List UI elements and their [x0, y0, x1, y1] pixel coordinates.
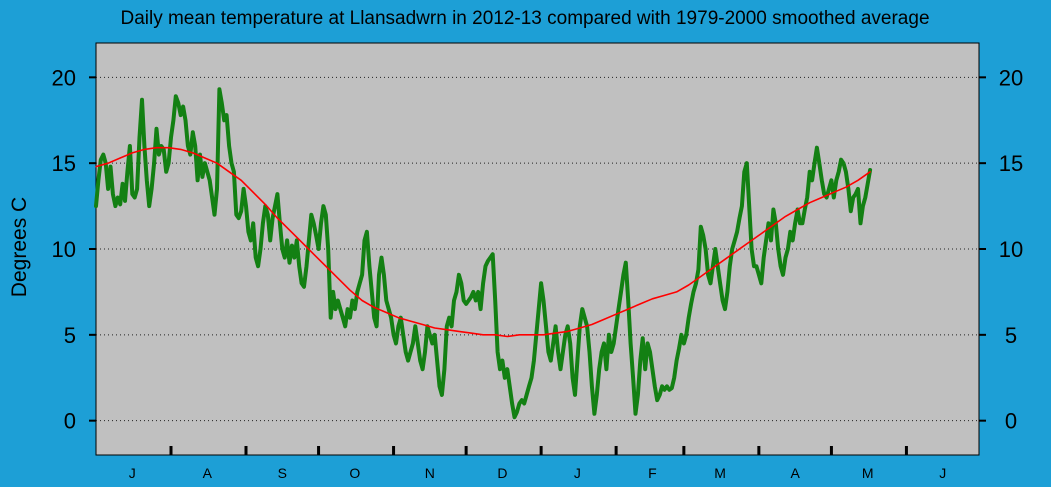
y-tick-label-right: 10 — [999, 237, 1023, 262]
month-label: N — [425, 465, 435, 481]
average-temperature-line — [95, 146, 871, 338]
month-label: A — [790, 465, 800, 481]
month-label: J — [939, 465, 946, 481]
month-label: M — [862, 465, 874, 481]
y-tick-label-left: 5 — [64, 323, 76, 348]
y-tick-label-right: 0 — [1005, 409, 1017, 434]
y-tick-label-left: 20 — [52, 65, 76, 90]
y-tick-label-left: 15 — [52, 151, 76, 176]
y-tick-label-left: 10 — [52, 237, 76, 262]
y-tick-label-right: 20 — [999, 65, 1023, 90]
month-label: D — [497, 465, 507, 481]
y-tick-label-right: 15 — [999, 151, 1023, 176]
month-label: A — [203, 465, 213, 481]
y-axis-label: Degrees C — [8, 197, 31, 297]
y-tick-label-left: 0 — [64, 409, 76, 434]
month-label: O — [349, 465, 360, 481]
y-tick-label-right: 5 — [1005, 323, 1017, 348]
month-label: S — [278, 465, 287, 481]
month-label: F — [648, 465, 657, 481]
daily-temperature-line — [94, 87, 873, 420]
month-label: J — [574, 465, 581, 481]
chart-title: Daily mean temperature at Llansadwrn in … — [120, 8, 929, 29]
plot-area — [95, 42, 980, 456]
month-label: J — [129, 465, 136, 481]
month-label: M — [714, 465, 726, 481]
